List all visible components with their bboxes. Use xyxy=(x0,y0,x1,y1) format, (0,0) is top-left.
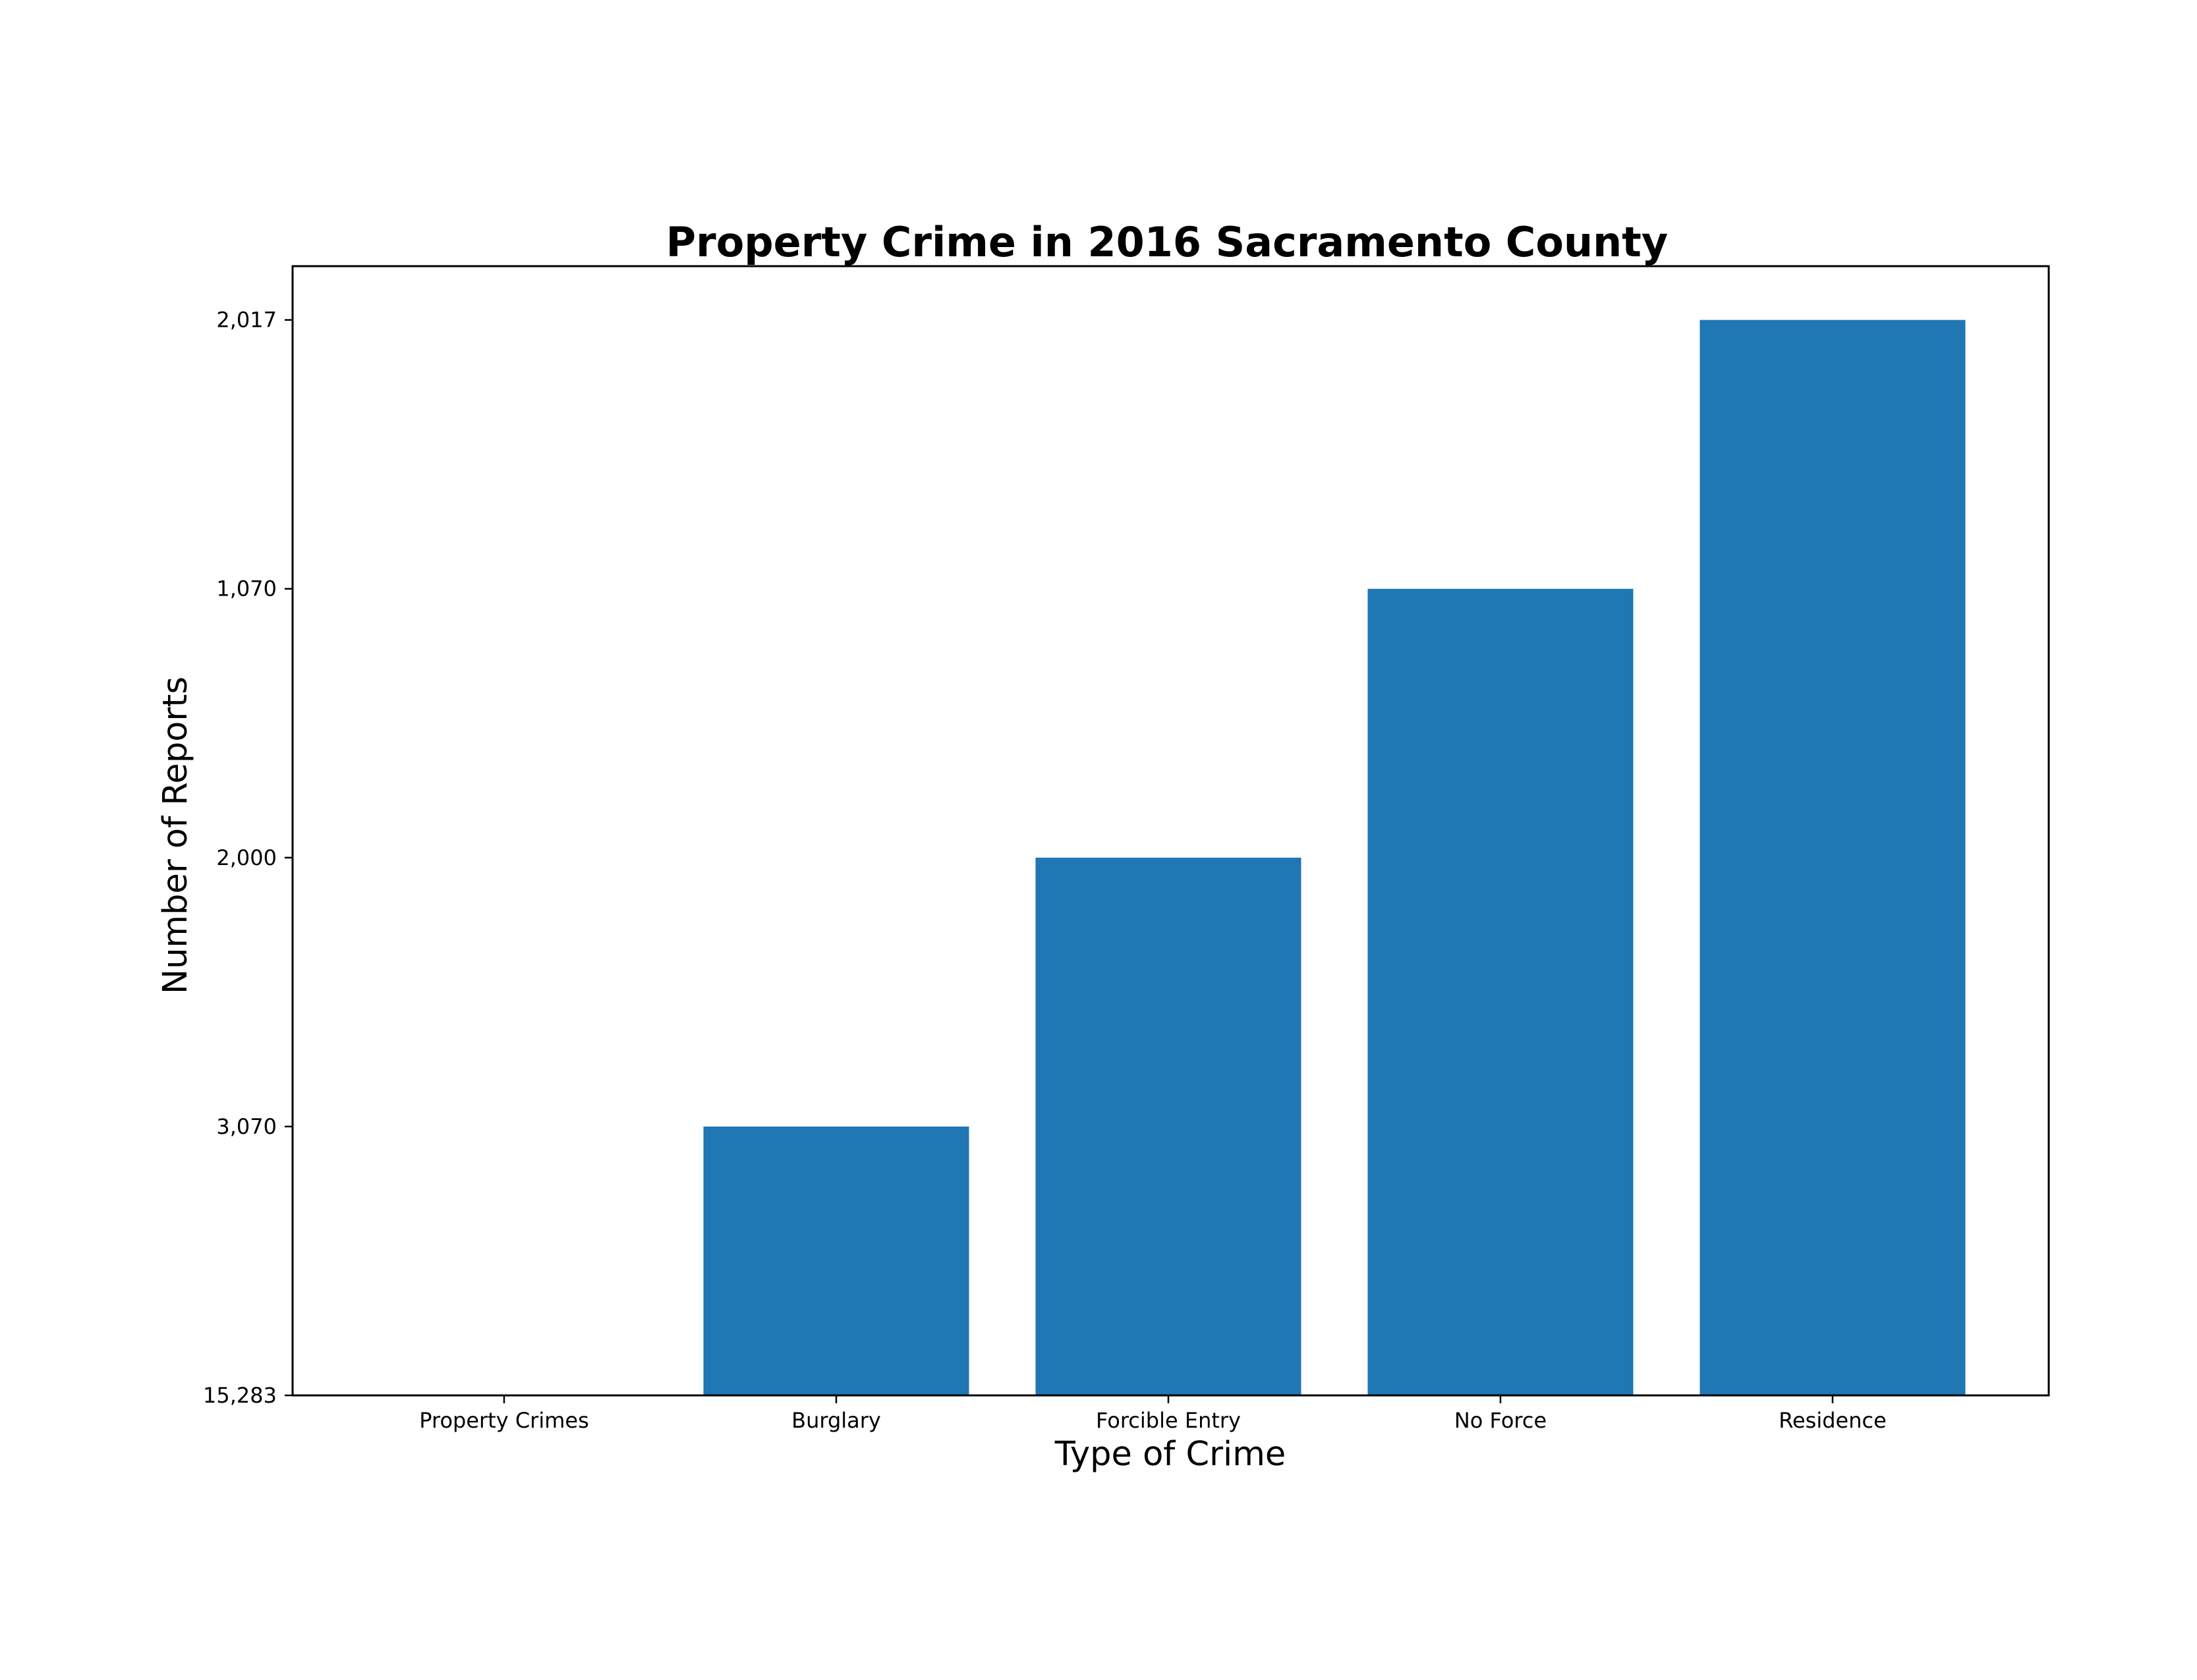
chart-title: Property Crime in 2016 Sacramento County xyxy=(666,218,1669,266)
x-tick-label: Property Crimes xyxy=(419,1408,589,1433)
bars-group xyxy=(703,320,1966,1396)
y-tick-label: 15,283 xyxy=(203,1383,277,1408)
x-tick-label: Residence xyxy=(1779,1408,1887,1433)
x-tick-label: No Force xyxy=(1454,1408,1547,1433)
y-tick-label: 1,070 xyxy=(216,576,277,602)
x-tick-label: Burglary xyxy=(791,1408,881,1433)
bar-forcible-entry xyxy=(1035,857,1301,1395)
y-axis-label: Number of Reports xyxy=(156,677,195,994)
plot-frame xyxy=(291,265,2050,1397)
x-axis-label: Type of Crime xyxy=(1054,1435,1286,1474)
y-tick-label: 3,070 xyxy=(216,1114,277,1139)
y-tick-label: 2,017 xyxy=(216,308,277,333)
bar-no-force xyxy=(1367,588,1634,1395)
x-tick-label: Forcible Entry xyxy=(1096,1408,1241,1433)
y-axis: 15,283 3,070 2,000 1,070 2,017 xyxy=(203,308,293,1408)
bar-residence xyxy=(1699,320,1966,1396)
bar-burglary xyxy=(703,1126,969,1395)
x-axis: Property Crimes Burglary Forcible Entry No … xyxy=(419,1395,1887,1433)
y-tick-label: 2,000 xyxy=(216,845,277,870)
